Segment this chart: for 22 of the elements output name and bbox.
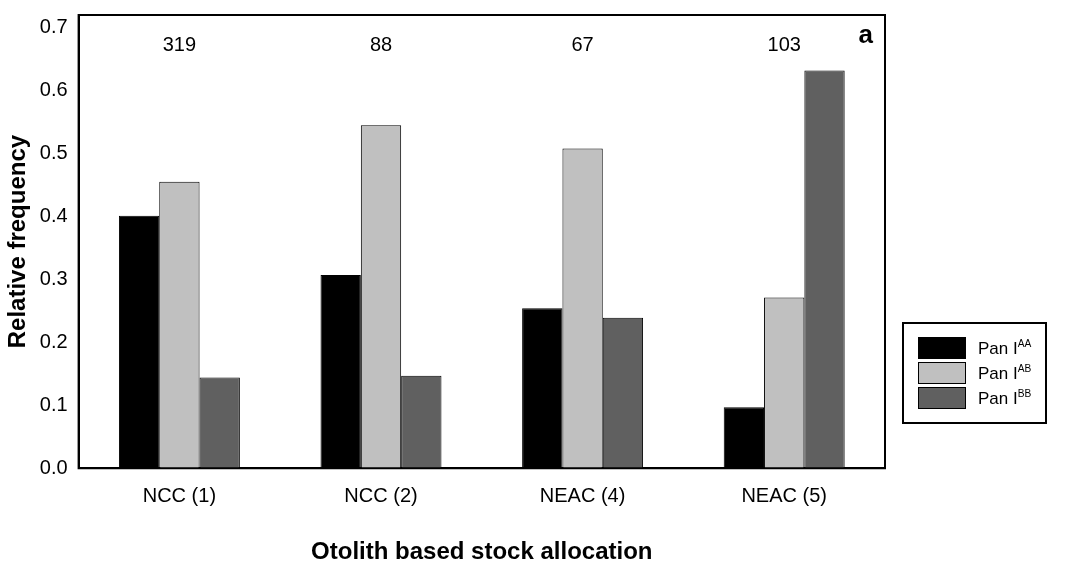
x-tick-label: NEAC (4) <box>539 483 626 506</box>
x-tick-label: NCC (2) <box>344 483 418 506</box>
legend-label: Pan I$^{AA}$ <box>978 337 1032 359</box>
legend-label: Pan I$^{BB}$ <box>978 387 1032 409</box>
annotation: 88 <box>369 32 393 55</box>
y-tick-label: 0.5 <box>39 140 68 163</box>
y-tick-label: 0.4 <box>39 203 68 226</box>
y-tick-label: 0.7 <box>39 15 68 38</box>
x-tick-label: NEAC (5) <box>741 483 827 506</box>
y-axis-title: Relative frequency <box>3 134 31 349</box>
x-tick-label: NCC (1) <box>142 483 217 506</box>
legend-label: Pan I$^{AB}$ <box>978 362 1032 384</box>
annotation: 67 <box>571 32 594 55</box>
y-tick-label: 0.6 <box>39 78 68 101</box>
annotation: 103 <box>767 32 801 55</box>
x-axis-title: Otolith based stock allocation <box>311 537 653 565</box>
y-tick-label: 0.1 <box>39 392 68 415</box>
y-tick-label: 0.3 <box>39 266 68 289</box>
y-tick-label: 0.2 <box>39 329 68 352</box>
annotation: 319 <box>162 32 197 55</box>
annotation: a <box>858 18 874 49</box>
y-tick-label: 0.0 <box>39 455 68 478</box>
